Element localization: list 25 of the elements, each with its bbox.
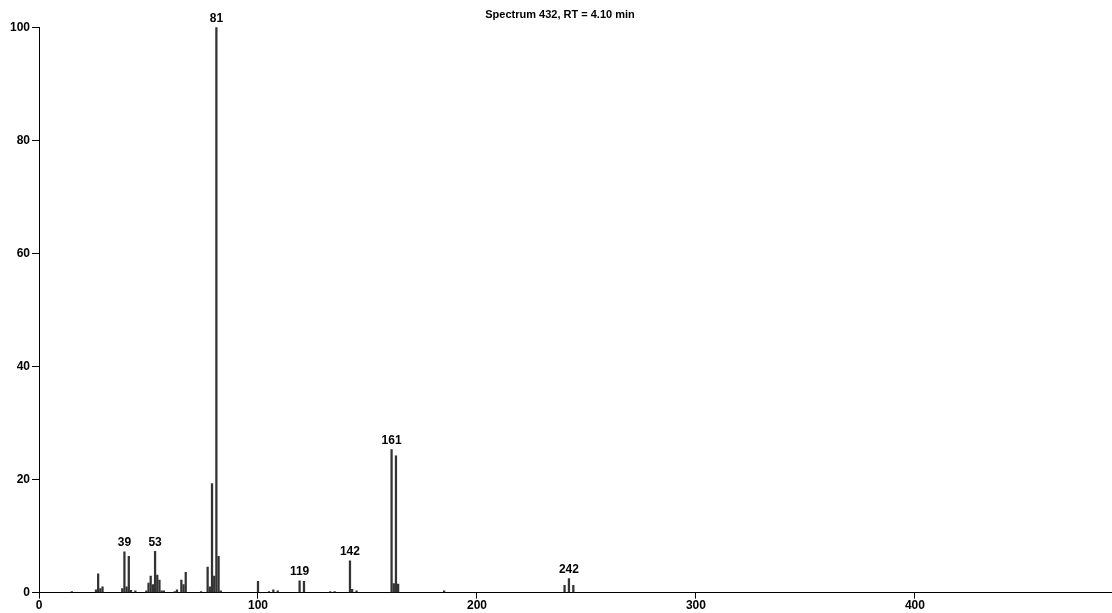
- annotation: 119: [289, 564, 310, 579]
- bar: [298, 580, 301, 593]
- y-tick-label: 60: [16, 245, 31, 260]
- annotation: 161: [381, 432, 402, 447]
- y-tick-label: 80: [16, 132, 31, 147]
- bar: [158, 579, 161, 593]
- annotation: 53: [148, 534, 163, 549]
- y-tick-label: 40: [16, 358, 31, 373]
- y-tick-label: 20: [16, 471, 31, 486]
- x-tick-label: 100: [247, 598, 269, 613]
- x-tick-label: 400: [904, 598, 926, 613]
- bar: [390, 449, 393, 593]
- x-tick-label: 200: [466, 598, 488, 613]
- bar: [215, 27, 218, 593]
- chart-title: Spectrum 432, RT = 4.10 min: [485, 7, 636, 20]
- bar: [563, 584, 566, 593]
- x-tick-label: 0: [35, 598, 43, 613]
- y-tick-label: 0: [23, 584, 31, 599]
- bar: [123, 551, 126, 593]
- annotation: 39: [117, 535, 132, 550]
- y-tick-label: 100: [9, 19, 31, 34]
- annotation: 242: [558, 561, 580, 576]
- annotation: 142: [339, 544, 361, 559]
- annotation: 81: [209, 10, 224, 25]
- x-tick-label: 300: [685, 598, 707, 613]
